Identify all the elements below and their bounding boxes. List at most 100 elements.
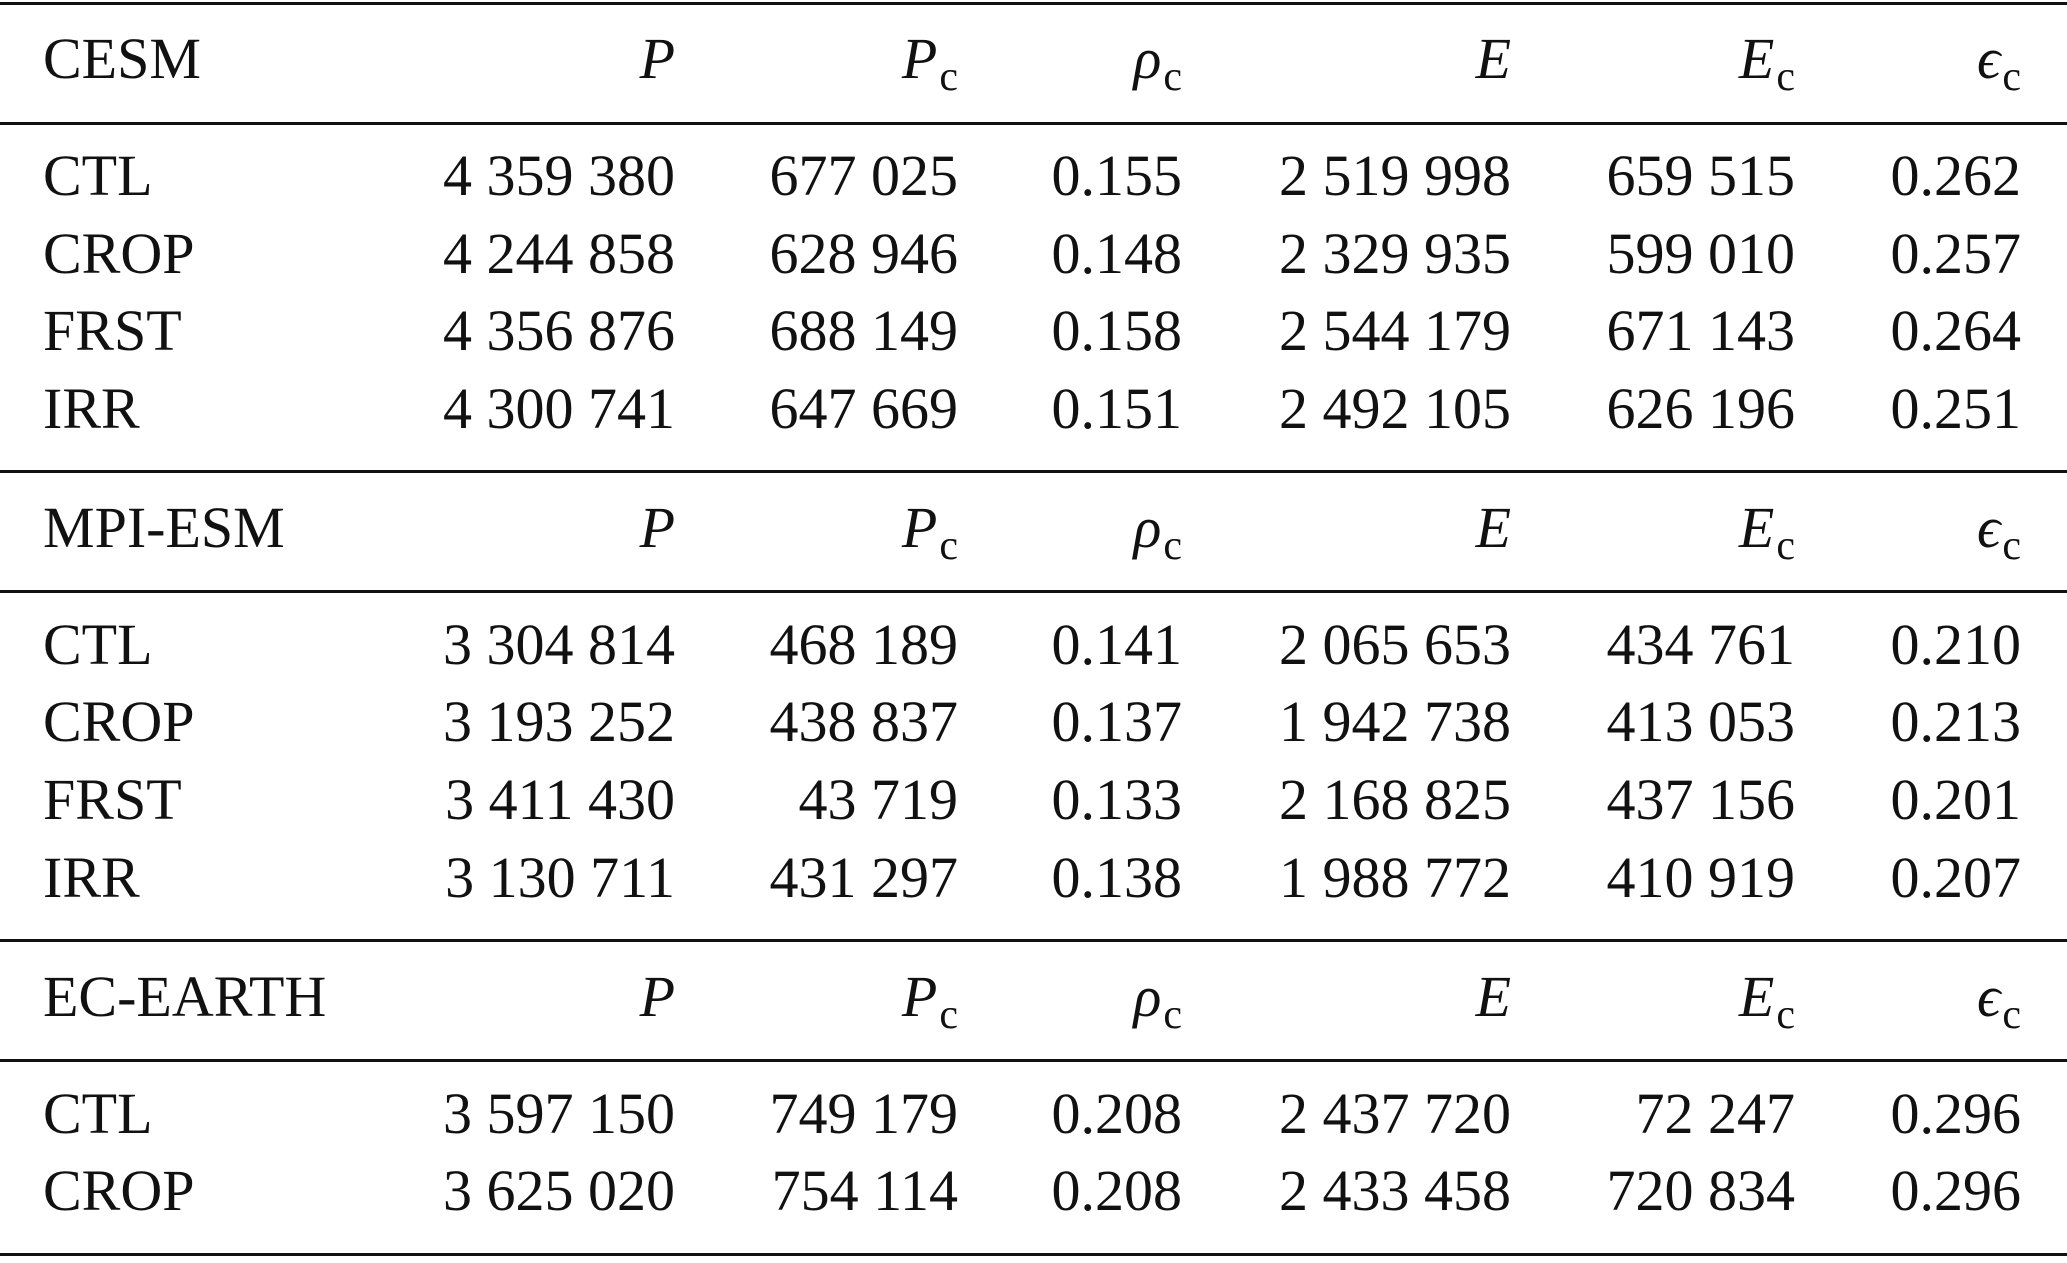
column-header: Ec (1739, 30, 1795, 99)
cell-value: 2 168 825 (1279, 767, 1511, 832)
cell-value: 0.213 (1890, 689, 2022, 755)
column-header: E (1476, 498, 1511, 557)
column-header: Pc (902, 967, 958, 1036)
header-symbol: P (901, 963, 938, 1029)
cell-value: 0.251 (1890, 375, 2022, 441)
cell-value: 677 025 (769, 143, 959, 208)
cell-value: 438 837 (769, 689, 959, 755)
cell-value: 0.141 (1051, 611, 1183, 677)
rule (0, 1252, 2067, 1256)
row-label: FRST (43, 767, 182, 832)
column-header: ρc (1134, 498, 1183, 567)
header-subscript: c (1163, 54, 1182, 100)
cell-value: 3 130 711 (445, 844, 675, 910)
cell-value: 413 053 (1606, 689, 1796, 755)
cell-value: 0.208 (1051, 1158, 1183, 1224)
column-header: P (640, 967, 675, 1026)
header-symbol: P (639, 26, 675, 91)
column-header: ϵc (1977, 30, 2021, 99)
cell-value: 2 544 179 (1279, 298, 1511, 364)
header-subscript: c (1163, 991, 1182, 1038)
cell-value: 0.158 (1051, 298, 1183, 364)
cell-value: 468 189 (769, 611, 959, 677)
header-subscript: c (939, 54, 958, 100)
header-subscript: c (2002, 522, 2021, 569)
header-subscript: c (2002, 54, 2021, 100)
rule (0, 1059, 2067, 1063)
rule (0, 939, 2067, 943)
rule (0, 590, 2067, 594)
header-subscript: c (1776, 54, 1795, 100)
cell-value: 720 834 (1606, 1158, 1796, 1224)
cell-value: 0.296 (1890, 1080, 2022, 1146)
cell-value: 2 492 105 (1279, 375, 1511, 441)
cell-value: 671 143 (1606, 298, 1796, 364)
rule (0, 121, 2067, 125)
column-header: E (1476, 967, 1511, 1026)
row-label: CTL (43, 143, 153, 208)
cell-value: 754 114 (771, 1158, 958, 1224)
row-label: CROP (43, 1158, 195, 1224)
cell-value: 0.201 (1890, 767, 2022, 832)
row-label: IRR (43, 375, 140, 441)
cell-value: 437 156 (1606, 767, 1796, 832)
row-label: IRR (43, 844, 140, 910)
cell-value: 4 300 741 (443, 375, 675, 441)
cell-value: 0.138 (1051, 844, 1183, 910)
cell-value: 410 919 (1606, 844, 1796, 910)
cell-value: 0.264 (1890, 298, 2022, 364)
header-symbol: P (639, 494, 675, 560)
cell-value: 0.155 (1051, 143, 1183, 208)
cell-value: 0.208 (1051, 1080, 1183, 1146)
header-symbol: ρ (1133, 494, 1162, 560)
cell-value: 2 437 720 (1279, 1080, 1511, 1146)
model-name: CESM (43, 26, 201, 91)
model-name: EC-EARTH (43, 963, 327, 1029)
row-label: CROP (43, 220, 195, 286)
cell-value: 0.210 (1890, 611, 2022, 677)
cell-value: 3 411 430 (445, 767, 675, 832)
cell-value: 1 942 738 (1279, 689, 1511, 755)
cell-value: 4 359 380 (443, 143, 675, 208)
cell-value: 0.133 (1051, 767, 1183, 832)
cell-value: 3 597 150 (443, 1080, 675, 1146)
cell-value: 3 304 814 (443, 611, 675, 677)
cell-value: 749 179 (769, 1080, 959, 1146)
cell-value: 0.262 (1890, 143, 2022, 208)
cell-value: 4 244 858 (443, 220, 675, 286)
cell-value: 0.207 (1890, 844, 2022, 910)
rule (0, 1, 2067, 5)
model-name: MPI-ESM (43, 494, 285, 560)
cell-value: 1 988 772 (1279, 844, 1511, 910)
column-header: P (640, 498, 675, 557)
column-header: Pc (902, 30, 958, 99)
cell-value: 0.296 (1890, 1158, 2022, 1224)
header-subscript: c (1776, 991, 1795, 1038)
cell-value: 3 625 020 (443, 1158, 675, 1224)
column-header: ϵc (1977, 967, 2021, 1036)
header-symbol: P (901, 494, 938, 560)
row-label: FRST (43, 298, 182, 364)
column-header: Ec (1739, 967, 1795, 1036)
column-header: E (1476, 30, 1511, 88)
header-subscript: c (1163, 522, 1182, 569)
cell-value: 0.257 (1890, 220, 2022, 286)
cell-value: 688 149 (769, 298, 959, 364)
header-symbol: E (1475, 494, 1511, 560)
cell-value: 2 433 458 (1279, 1158, 1511, 1224)
header-subscript: c (939, 522, 958, 569)
header-symbol: ϵ (1976, 963, 2001, 1029)
cell-value: 4 356 876 (443, 298, 675, 364)
column-header: ρc (1134, 30, 1183, 99)
cell-value: 2 329 935 (1279, 220, 1511, 286)
header-symbol: E (1738, 494, 1775, 560)
cell-value: 43 719 (798, 767, 959, 832)
cell-value: 431 297 (769, 844, 959, 910)
cell-value: 0.137 (1051, 689, 1183, 755)
cell-value: 0.148 (1051, 220, 1183, 286)
column-header: ϵc (1977, 498, 2021, 567)
cell-value: 434 761 (1606, 611, 1796, 677)
cell-value: 3 193 252 (443, 689, 675, 755)
row-label: CTL (43, 611, 153, 677)
row-label: CTL (43, 1080, 153, 1146)
